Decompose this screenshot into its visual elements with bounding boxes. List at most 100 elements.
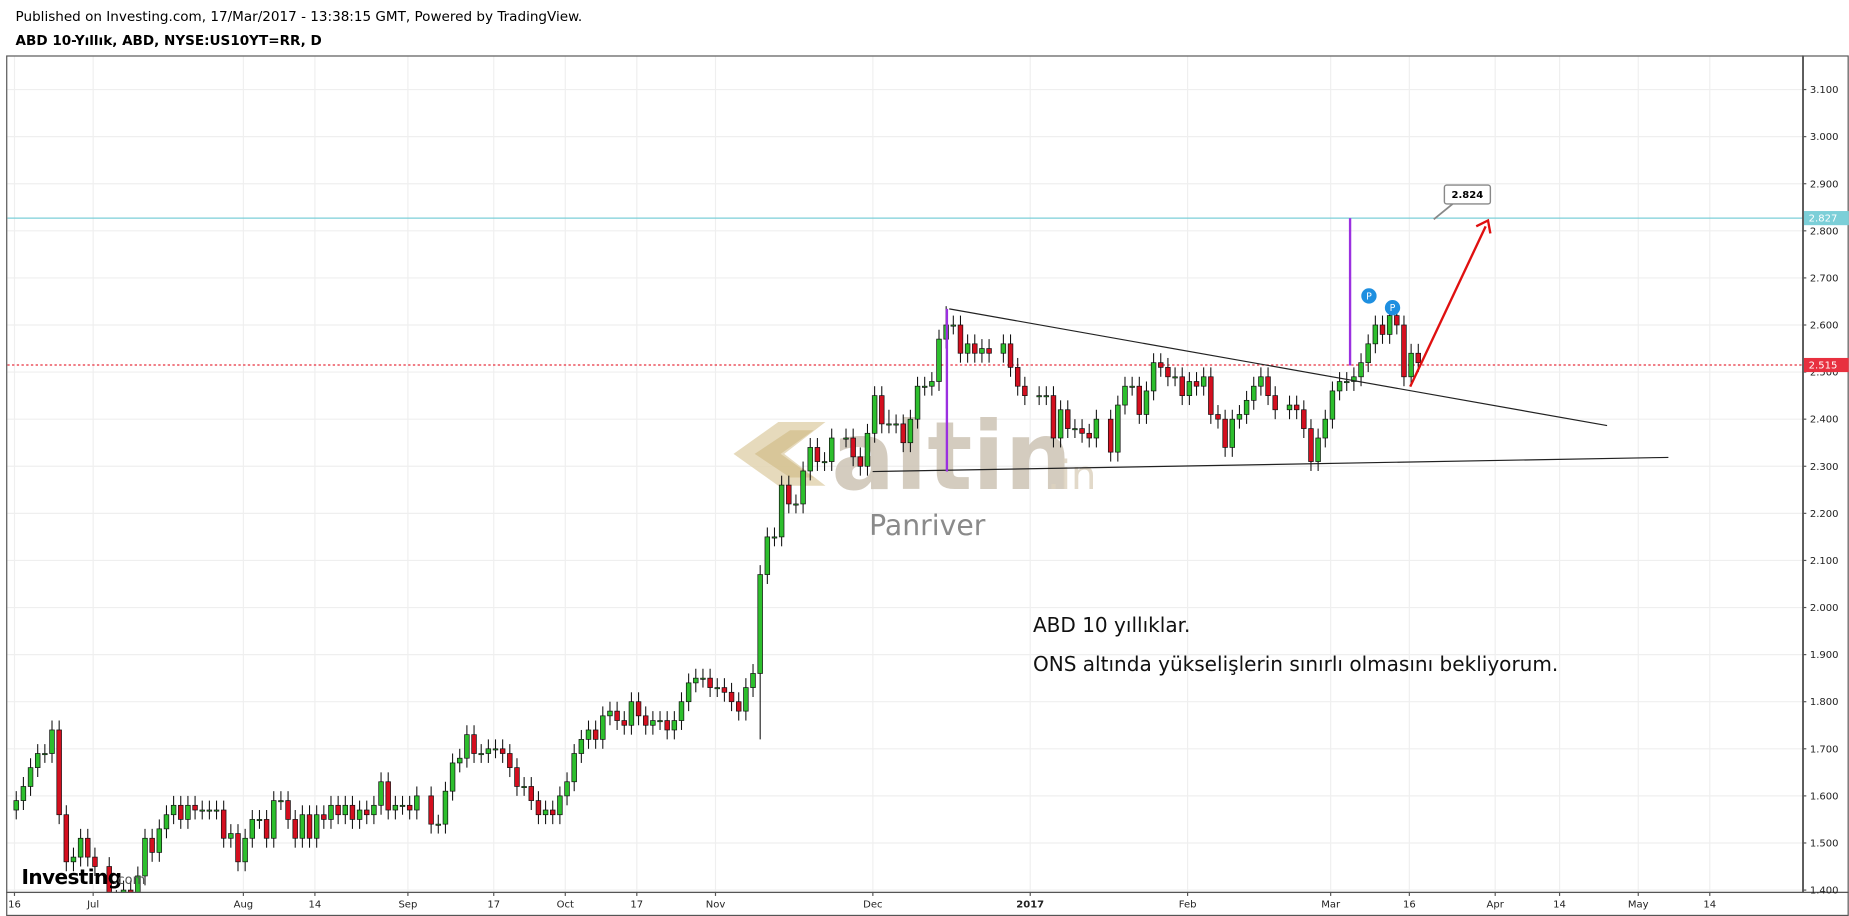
y-tick-label: 3.000 xyxy=(1810,132,1839,143)
candle-body xyxy=(364,809,370,816)
y-tick-label: 2.300 xyxy=(1810,462,1839,473)
candle-body xyxy=(957,324,964,354)
candle-body xyxy=(1093,418,1100,439)
y-tick-label: 1.500 xyxy=(1810,839,1839,850)
event-marker xyxy=(1384,300,1401,316)
candle-body xyxy=(1365,343,1371,364)
x-axis-frame xyxy=(6,891,1849,916)
candle-body xyxy=(1150,362,1157,392)
candle-body xyxy=(778,484,785,538)
x-tick-label: 14 xyxy=(1703,900,1716,911)
candle-body xyxy=(850,437,856,458)
watermark-suffix: .in xyxy=(1047,453,1096,499)
candle-body xyxy=(335,804,341,816)
candle-body xyxy=(764,536,771,575)
candle-body xyxy=(399,804,406,807)
candle-body xyxy=(1215,414,1221,420)
candle-body xyxy=(542,809,549,816)
candle-body xyxy=(557,795,563,816)
candle-body xyxy=(643,715,649,726)
candle-body xyxy=(700,677,706,680)
candle-body xyxy=(478,753,484,756)
candle-body xyxy=(1386,315,1393,335)
candle-body xyxy=(793,503,799,506)
plot-area xyxy=(7,217,1803,893)
candle-body xyxy=(714,687,720,690)
y-tick-label: 2.900 xyxy=(1810,179,1839,190)
drawings: P P 2.824 xyxy=(872,184,1669,473)
candle-body xyxy=(693,677,699,684)
grid xyxy=(7,56,1803,893)
candle-body xyxy=(936,338,942,382)
candle-body xyxy=(600,715,606,740)
candle-body xyxy=(27,767,34,787)
candle-body xyxy=(736,701,742,712)
candle-body xyxy=(342,804,349,816)
candle-body xyxy=(1315,437,1321,462)
candle-body xyxy=(127,889,134,893)
candle-body xyxy=(1079,428,1085,434)
candle-body xyxy=(321,814,327,820)
candle-body xyxy=(34,753,41,768)
trend-line-lower xyxy=(872,456,1669,473)
candle-body xyxy=(628,701,635,726)
candle-body xyxy=(306,814,313,839)
price-tag xyxy=(1803,357,1849,373)
x-tick-label: Mar xyxy=(1321,900,1341,911)
y-tick-label: 2.200 xyxy=(1810,509,1839,520)
candle-body xyxy=(299,814,306,839)
candle-body xyxy=(972,343,978,354)
candle-body xyxy=(929,381,935,387)
event-marker-label: P xyxy=(1366,291,1372,302)
candle-body xyxy=(1172,376,1178,379)
candle-body xyxy=(471,734,477,754)
candle-body xyxy=(864,432,871,467)
candle-body xyxy=(1007,343,1014,368)
candle-body xyxy=(1179,376,1185,396)
candle-body xyxy=(235,833,241,863)
candle-body xyxy=(1322,418,1328,439)
candle-body xyxy=(1193,381,1200,387)
watermark-caption: Panriver xyxy=(869,509,986,542)
candle-body xyxy=(685,682,692,703)
candle-body xyxy=(807,447,813,472)
candle-body xyxy=(206,809,213,812)
y-tick-label: 2.400 xyxy=(1810,415,1839,426)
candle-body xyxy=(921,385,928,388)
x-tick-label: 14 xyxy=(309,900,322,911)
candle-body xyxy=(1200,376,1207,387)
candle-body xyxy=(614,710,620,721)
candle-body xyxy=(492,748,499,751)
x-tick-label: Feb xyxy=(1179,900,1197,911)
candle-body xyxy=(1394,315,1400,326)
candle-body xyxy=(571,753,577,783)
candle-body xyxy=(249,819,256,839)
candle-body xyxy=(385,781,391,811)
candle-body xyxy=(49,729,55,754)
candle-body xyxy=(950,324,957,327)
candle-body xyxy=(228,833,234,839)
y-tick-label: 2.100 xyxy=(1810,556,1839,567)
candle-body xyxy=(285,800,291,820)
candle-body xyxy=(1158,362,1164,368)
watermark-group: altin .in Panriver xyxy=(733,402,1096,542)
x-tick-label: Nov xyxy=(706,900,726,911)
candle-body xyxy=(1258,376,1264,387)
candle-body xyxy=(1057,409,1064,439)
candle-body xyxy=(1229,418,1235,448)
candle-body xyxy=(821,461,828,464)
arrow-head xyxy=(1475,218,1492,234)
y-tick-label: 1.800 xyxy=(1810,697,1839,708)
candle-body xyxy=(578,739,585,754)
candle-body xyxy=(757,574,763,674)
candle-body xyxy=(664,720,670,731)
price-tag xyxy=(1803,211,1849,226)
y-tick-label: 3.100 xyxy=(1810,85,1839,96)
candle-body xyxy=(1336,381,1343,392)
axes xyxy=(6,55,1849,916)
candle-body xyxy=(1251,385,1257,401)
x-tick-label: Aug xyxy=(234,900,254,911)
x-tick-label: 17 xyxy=(630,900,643,911)
candle-body xyxy=(1165,367,1171,378)
